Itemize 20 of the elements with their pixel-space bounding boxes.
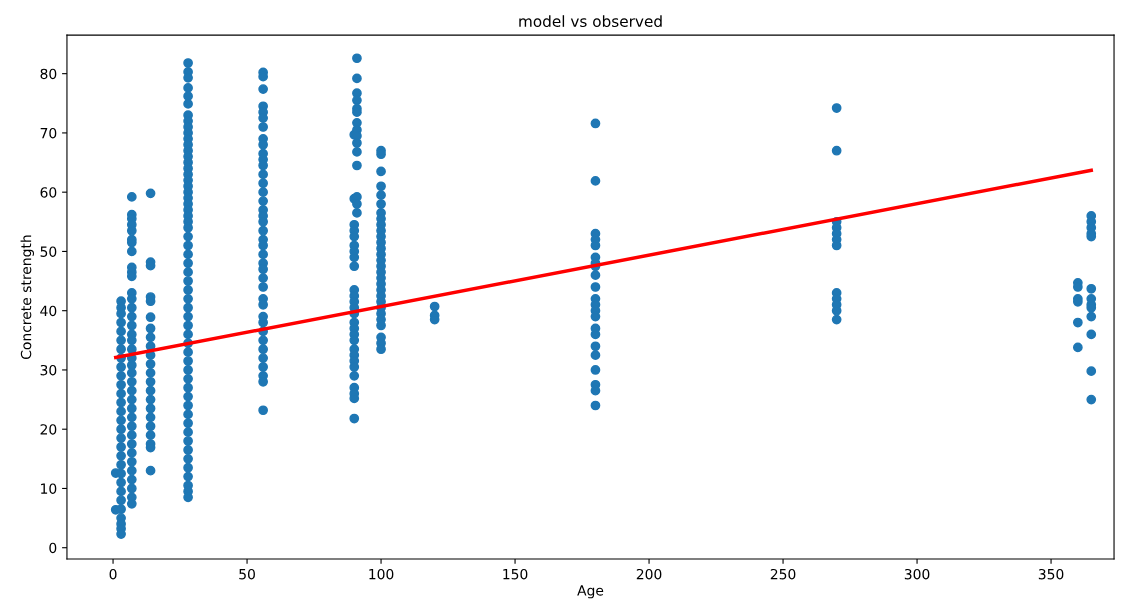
x-tick-label: 300 bbox=[904, 568, 930, 580]
x-tick-label: 250 bbox=[770, 568, 796, 580]
chart-title: model vs observed bbox=[519, 15, 662, 28]
y-axis-title: Concrete strength bbox=[20, 235, 34, 360]
x-tick-label: 0 bbox=[109, 568, 117, 580]
y-tick-label: 30 bbox=[40, 364, 57, 376]
y-tick-label: 70 bbox=[40, 127, 57, 139]
y-tick-label: 10 bbox=[41, 483, 57, 494]
y-tick-label: 40 bbox=[40, 305, 57, 317]
y-tick-label: 50 bbox=[40, 246, 57, 257]
y-tick-label: 80 bbox=[40, 68, 57, 80]
x-tick-label: 350 bbox=[1038, 568, 1064, 580]
y-tick-label: 20 bbox=[40, 424, 57, 435]
y-tick-label: 60 bbox=[40, 187, 57, 198]
x-tick-label: 100 bbox=[369, 568, 394, 580]
x-axis-title: Age bbox=[577, 585, 604, 599]
x-tick-label: 200 bbox=[636, 568, 662, 580]
x-tick-label: 50 bbox=[239, 568, 255, 580]
x-tick-label: 150 bbox=[503, 568, 528, 580]
y-tick-label: 0 bbox=[49, 542, 57, 554]
